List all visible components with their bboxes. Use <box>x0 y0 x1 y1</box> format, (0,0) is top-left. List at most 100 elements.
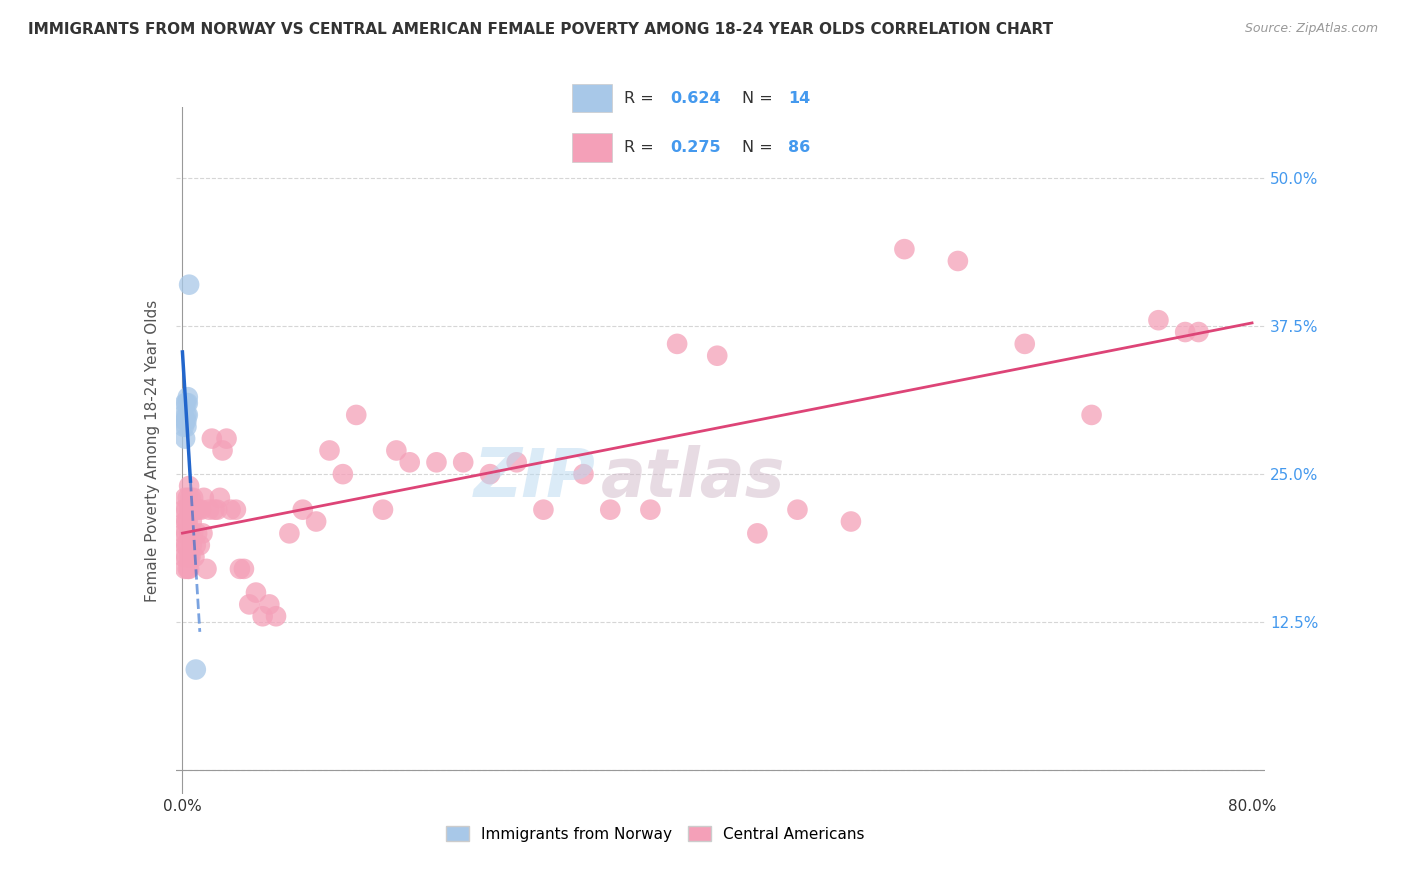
Point <box>176 538 198 552</box>
Point <box>1147 313 1170 327</box>
Point <box>174 538 197 552</box>
Point <box>478 467 501 482</box>
Point <box>188 538 211 552</box>
Point <box>179 277 201 292</box>
Text: N =: N = <box>742 90 778 105</box>
Point <box>176 396 198 410</box>
Point <box>179 549 201 564</box>
Point <box>173 419 195 434</box>
Point <box>177 408 200 422</box>
Point <box>179 549 201 564</box>
Point <box>747 526 769 541</box>
Point <box>176 515 198 529</box>
Point <box>176 549 198 564</box>
Point <box>198 502 221 516</box>
Point <box>533 502 555 516</box>
Point <box>252 609 274 624</box>
Point <box>371 502 394 516</box>
Point <box>205 502 228 516</box>
Point <box>332 467 354 482</box>
Point <box>173 549 195 564</box>
Text: N =: N = <box>742 140 778 155</box>
Point <box>839 515 862 529</box>
Y-axis label: Female Poverty Among 18-24 Year Olds: Female Poverty Among 18-24 Year Olds <box>145 300 160 601</box>
Point <box>225 502 247 516</box>
Point <box>640 502 662 516</box>
Point <box>201 432 224 446</box>
Point <box>176 502 198 516</box>
Point <box>179 479 201 493</box>
Point <box>190 502 212 516</box>
Point <box>174 515 197 529</box>
Point <box>451 455 474 469</box>
Point <box>232 562 254 576</box>
Point <box>174 396 197 410</box>
Point <box>264 609 287 624</box>
Text: ZIP: ZIP <box>474 445 595 511</box>
Point <box>174 562 197 576</box>
Text: 0.275: 0.275 <box>671 140 721 155</box>
Point <box>505 455 527 469</box>
Point <box>180 515 202 529</box>
Point <box>572 467 595 482</box>
Text: 14: 14 <box>789 90 810 105</box>
Point <box>176 414 198 428</box>
Point <box>259 598 281 612</box>
Point <box>179 562 201 576</box>
Point <box>179 502 201 516</box>
Point <box>186 526 208 541</box>
Text: Source: ZipAtlas.com: Source: ZipAtlas.com <box>1244 22 1378 36</box>
Legend: Immigrants from Norway, Central Americans: Immigrants from Norway, Central American… <box>440 821 870 848</box>
Text: R =: R = <box>624 90 659 105</box>
Point <box>706 349 728 363</box>
Point <box>174 432 197 446</box>
Point <box>173 408 195 422</box>
Point <box>219 502 242 516</box>
Point <box>177 562 200 576</box>
Point <box>318 443 340 458</box>
Point <box>786 502 808 516</box>
Point <box>1080 408 1102 422</box>
Point <box>425 455 447 469</box>
Point <box>291 502 314 516</box>
Point <box>208 491 231 505</box>
Point <box>181 526 204 541</box>
Point <box>229 562 252 576</box>
Point <box>183 549 205 564</box>
Point <box>179 502 201 516</box>
Text: 0.624: 0.624 <box>671 90 721 105</box>
Point <box>398 455 420 469</box>
Point <box>181 491 204 505</box>
Point <box>385 443 408 458</box>
Bar <box>572 84 612 112</box>
Point <box>305 515 328 529</box>
Point <box>191 526 214 541</box>
Point <box>599 502 621 516</box>
Point <box>1014 337 1036 351</box>
Point <box>238 598 260 612</box>
Text: 86: 86 <box>789 140 810 155</box>
Point <box>180 502 202 516</box>
Point <box>177 396 200 410</box>
Point <box>193 491 215 505</box>
Point <box>176 526 198 541</box>
Point <box>179 526 201 541</box>
Point <box>184 538 207 552</box>
Point <box>344 408 367 422</box>
Point <box>211 443 233 458</box>
Point <box>946 254 969 268</box>
Point <box>177 390 200 404</box>
Text: atlas: atlas <box>600 445 785 511</box>
Point <box>1187 325 1209 339</box>
Point <box>174 414 197 428</box>
Point <box>204 502 226 516</box>
Point <box>195 562 218 576</box>
Point <box>173 502 195 516</box>
Point <box>179 491 201 505</box>
Point <box>176 408 198 422</box>
Point <box>215 432 238 446</box>
Point <box>278 526 301 541</box>
Bar <box>572 133 612 161</box>
Point <box>1174 325 1197 339</box>
Point <box>177 538 200 552</box>
